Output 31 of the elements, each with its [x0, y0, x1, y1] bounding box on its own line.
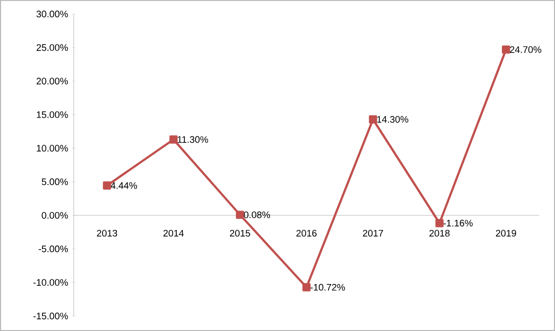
point — [368, 115, 378, 124]
data-label: -1.16% — [443, 220, 473, 226]
data-label: -10.72% — [310, 284, 345, 291]
point — [236, 210, 244, 219]
y-tick-label: 20.00% — [36, 78, 68, 84]
data-label: 14.30% — [377, 116, 408, 123]
point — [102, 181, 112, 190]
x-tick-label: 2017 — [362, 230, 384, 237]
y-tick-label: 5.00% — [42, 178, 68, 186]
x-tick-label: 2013 — [96, 230, 118, 237]
x-tick-label: 2015 — [230, 230, 250, 237]
point — [435, 219, 444, 228]
y-tick-label: 25.00% — [36, 44, 68, 51]
y-tick-label: -5.00% — [38, 246, 68, 252]
y-tick-label: -10.00% — [33, 279, 68, 286]
point — [502, 45, 510, 54]
x-tick-label: 2019 — [496, 230, 516, 237]
data-label: 24.70% — [510, 46, 542, 53]
y-tick-label: 0.00% — [42, 212, 68, 219]
y-tick-label: 30.00% — [36, 10, 68, 18]
y-tick-label: -15.00% — [33, 312, 68, 320]
y-tick-label: 15.00% — [36, 111, 68, 118]
y-tick-label: 10.00% — [36, 144, 68, 152]
data-label: 4.44% — [110, 182, 138, 189]
x-tick-label: 2014 — [163, 230, 184, 237]
data-label: 0.08% — [244, 211, 270, 218]
x-tick-label: 2018 — [429, 230, 450, 237]
x-tick-label: 2016 — [296, 230, 317, 237]
point — [302, 283, 311, 292]
data-label: 11.30% — [178, 136, 208, 143]
point — [169, 135, 178, 144]
